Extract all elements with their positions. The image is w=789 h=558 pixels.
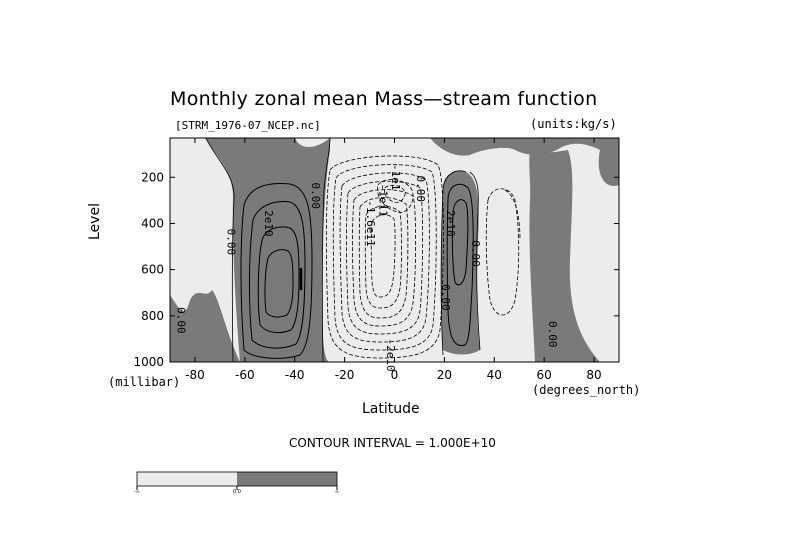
positive-region-north-top (430, 138, 619, 186)
contour-label: 0.00 (469, 240, 482, 267)
y-axis-ticks: 200 400 600 800 1000 (133, 170, 619, 369)
x-tick-label: 60 (537, 368, 552, 382)
positive-region-south-polar (170, 290, 240, 362)
contour-label: 0.00 (414, 176, 427, 203)
contour-label: 0.00 (309, 182, 322, 209)
contour-label: -1e11 (377, 184, 390, 217)
contour-interval-label: CONTOUR INTERVAL = 1.000E+10 (289, 436, 496, 450)
y-tick-label: 800 (141, 309, 164, 323)
colorbar-negative (137, 472, 237, 486)
contour-label: 0.00 (546, 321, 559, 348)
x-tick-label: 0 (391, 368, 399, 382)
x-unit-label: (degrees_north) (532, 383, 641, 397)
y-unit-label: (millibar) (108, 375, 181, 389)
x-axis-label: Latitude (362, 401, 420, 417)
colorbar-positive (237, 472, 337, 486)
x-tick-label: -40 (285, 368, 305, 382)
x-tick-label: -20 (335, 368, 355, 382)
positive-region-north-cell (441, 170, 480, 355)
colorbar-label-max: ∞ (335, 489, 339, 495)
x-tick-label: -60 (235, 368, 255, 382)
positive-region-north-high (529, 150, 600, 362)
contour-label: -2e10 (384, 339, 397, 372)
contour-label: -1.6e11 (364, 200, 377, 246)
file-label: [STRM_1976-07_NCEP.nc] (175, 119, 321, 132)
x-tick-label: 80 (586, 368, 601, 382)
units-label: (units:kg/s) (530, 117, 617, 131)
x-tick-label: 20 (437, 368, 452, 382)
contour-label: 0.00 (439, 284, 452, 311)
colorbar: -∞ 0.0 ∞ (134, 471, 339, 495)
x-axis-ticks: -80 -60 -40 -20 0 20 40 60 80 (185, 138, 602, 382)
colorbar-label-zero: 0.0 (233, 489, 241, 495)
colorbar-label-min: -∞ (134, 489, 140, 495)
negative-contours (325, 155, 521, 359)
positive-contours-north (446, 183, 474, 347)
y-tick-label: 600 (141, 263, 164, 277)
chart-title: Monthly zonal mean Mass—stream function (170, 88, 598, 110)
contour-labels: 0.00 2e10 0.00 -1.6e11 -1e11-1e1 0.00 -2e10 2e1… (174, 164, 559, 372)
y-tick-label: 200 (141, 170, 164, 184)
y-tick-label: 1000 (133, 355, 164, 369)
positive-contours-south (240, 183, 313, 359)
contour-label: 0.00 (174, 307, 187, 334)
y-tick-label: 400 (141, 216, 164, 230)
x-tick-label: 40 (487, 368, 502, 382)
contour-label: 2e10 (262, 210, 275, 237)
contour-label: 0.00 (224, 229, 237, 256)
contour-label: 2e10 (444, 210, 457, 237)
positive-region-south-cell (205, 138, 330, 362)
plot-area (170, 138, 619, 362)
x-tick-label: -80 (185, 368, 205, 382)
contour-label: -1e1 (389, 164, 402, 191)
